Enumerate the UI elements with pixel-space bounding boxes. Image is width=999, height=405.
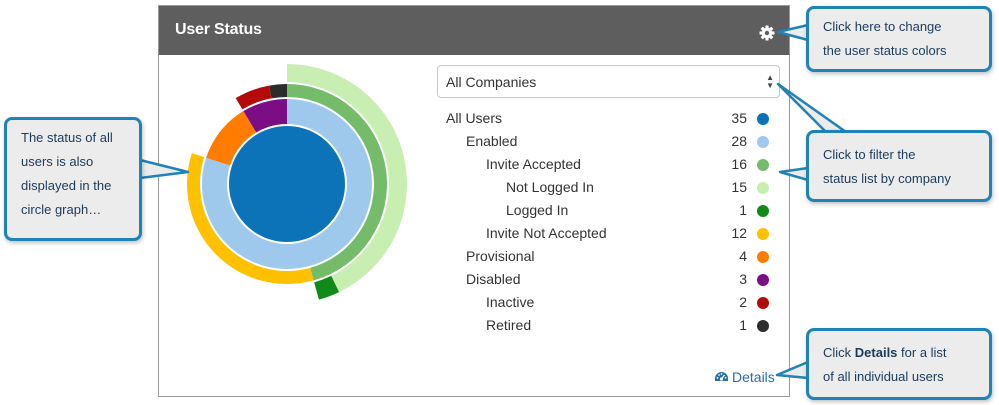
status-count: 16	[731, 156, 747, 172]
status-row: Disabled 3	[446, 269, 771, 291]
status-label: Enabled	[466, 133, 518, 149]
status-color-dot	[757, 113, 769, 125]
gear-icon[interactable]	[759, 25, 775, 41]
status-circle-graph	[187, 64, 407, 300]
status-label: Not Logged In	[506, 179, 594, 195]
status-row: Inactive 2	[446, 292, 771, 314]
status-color-dot	[757, 274, 769, 286]
sunburst-segment	[206, 111, 257, 166]
callout-graph-line4: circle graph…	[21, 202, 102, 217]
sunburst-segment	[235, 85, 272, 110]
callout-filter: Click to filter the status list by compa…	[806, 130, 992, 202]
status-count: 28	[731, 133, 747, 149]
sunburst-segment	[187, 153, 314, 284]
status-color-dot	[757, 297, 769, 309]
status-row: All Users 35	[446, 108, 771, 130]
status-count: 12	[731, 225, 747, 241]
status-count: 35	[731, 110, 747, 126]
sunburst-segment	[269, 84, 287, 99]
status-count: 4	[739, 248, 747, 264]
panel-header: User Status	[159, 6, 789, 55]
status-color-dot	[757, 205, 769, 217]
select-arrows-icon: ▲ ▼	[766, 73, 774, 90]
status-color-dot	[757, 136, 769, 148]
status-color-dot	[757, 159, 769, 171]
company-filter-value: All Companies	[446, 74, 537, 90]
status-row: Provisional 4	[446, 246, 771, 268]
callout-details: Click Details for a list of all individu…	[806, 328, 992, 400]
details-link-label: Details	[732, 369, 775, 385]
status-label: All Users	[446, 110, 503, 126]
status-color-dot	[757, 320, 769, 332]
details-link[interactable]: Details	[714, 369, 775, 385]
status-count: 1	[739, 202, 747, 218]
callout-graph-line3: displayed in the	[21, 178, 112, 193]
status-row: Invite Accepted 16	[446, 154, 771, 176]
sunburst-segment	[228, 126, 345, 242]
callout-graph: The status of all users is also displaye…	[4, 117, 142, 241]
callout-filter-line2: status list by company	[823, 171, 951, 186]
status-count: 1	[739, 317, 747, 333]
callout-details-line1: Click Details for a list	[823, 345, 947, 360]
sunburst-segment	[287, 84, 387, 281]
callout-graph-line2: users is also	[21, 154, 94, 169]
status-label: Retired	[486, 317, 532, 333]
status-label: Invite Not Accepted	[486, 225, 607, 241]
status-label: Provisional	[466, 248, 535, 264]
status-color-dot	[757, 182, 769, 194]
company-filter-select[interactable]: All Companies ▲ ▼	[437, 65, 780, 98]
sunburst-segment	[314, 275, 340, 300]
callout-colors: Click here to change the user status col…	[806, 6, 992, 72]
callout-filter-line1: Click to filter the	[823, 147, 916, 162]
sunburst-segment	[243, 99, 287, 133]
callout-graph-line1: The status of all	[21, 130, 113, 145]
sunburst-segment	[202, 99, 372, 269]
status-row: Logged In 1	[446, 200, 771, 222]
status-row: Enabled 28	[446, 131, 771, 153]
status-label: Disabled	[466, 271, 521, 287]
sunburst-segment	[287, 64, 407, 293]
panel-title: User Status	[175, 21, 262, 38]
status-row: Not Logged In 15	[446, 177, 771, 199]
status-count: 15	[731, 179, 747, 195]
status-color-dot	[757, 228, 769, 240]
dashboard-icon	[715, 372, 728, 381]
status-count: 3	[739, 271, 747, 287]
status-row: Invite Not Accepted 12	[446, 223, 771, 245]
status-count: 2	[739, 294, 747, 310]
status-label: Inactive	[486, 294, 535, 310]
status-label: Invite Accepted	[486, 156, 581, 172]
callout-details-line2: of all individual users	[823, 369, 944, 384]
status-row: Retired 1	[446, 315, 771, 337]
callout-colors-line1: Click here to change	[823, 19, 942, 34]
status-color-dot	[757, 251, 769, 263]
callout-colors-line2: the user status colors	[823, 43, 947, 58]
status-label: Logged In	[506, 202, 569, 218]
